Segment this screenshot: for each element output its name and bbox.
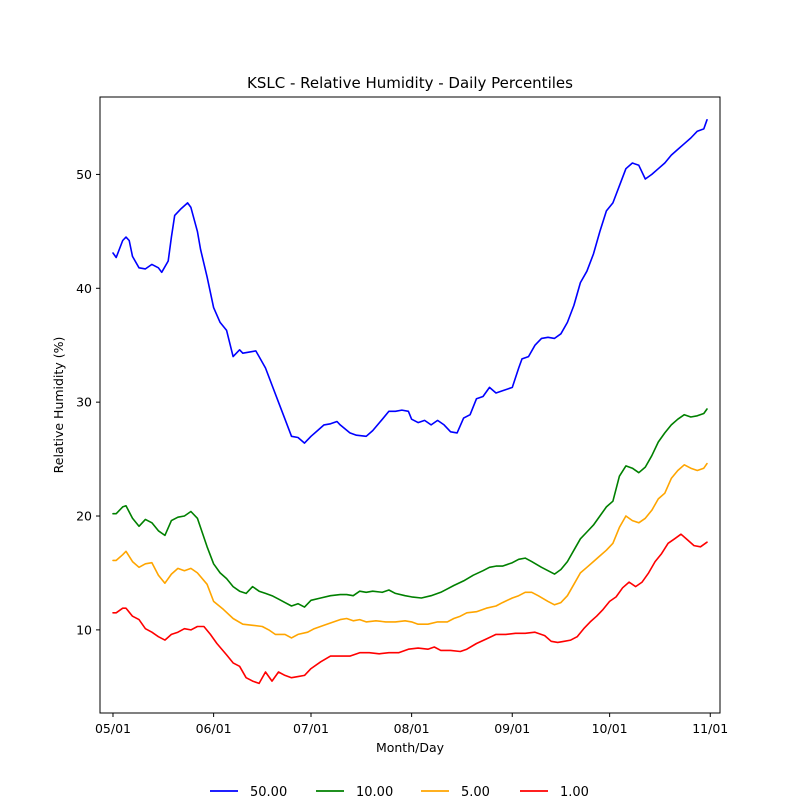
legend-label-3: 1.00 (560, 785, 589, 800)
y-tick-label: 20 (76, 509, 92, 524)
legend-label-2: 5.00 (461, 785, 490, 800)
series-line-3 (112, 533, 708, 685)
x-tick-label: 11/01 (692, 721, 728, 736)
x-axis-label: Month/Day (376, 740, 445, 755)
series-line-0 (112, 119, 708, 444)
series-line-2 (112, 462, 708, 639)
x-tick-label: 10/01 (592, 721, 628, 736)
y-axis-label: Relative Humidity (%) (51, 337, 66, 474)
y-tick-label: 30 (76, 395, 92, 410)
legend: 50.00 10.00 5.00 1.00 (210, 785, 589, 800)
y-axis-ticks: 10 20 30 40 50 (76, 167, 100, 637)
plot-frame (99, 96, 721, 714)
x-tick-label: 05/01 (95, 721, 131, 736)
legend-label-0: 50.00 (250, 785, 287, 800)
series-line-1 (112, 408, 708, 608)
y-tick-label: 10 (76, 622, 92, 637)
legend-label-1: 10.00 (356, 785, 393, 800)
x-tick-label: 07/01 (293, 721, 329, 736)
x-tick-label: 08/01 (394, 721, 430, 736)
y-tick-label: 50 (76, 167, 92, 182)
chart-title: KSLC - Relative Humidity - Daily Percent… (247, 74, 573, 92)
x-axis-ticks: 05/01 06/01 07/01 08/01 09/01 10/01 11/01 (95, 713, 728, 736)
x-tick-label: 06/01 (196, 721, 232, 736)
y-tick-label: 40 (76, 281, 92, 296)
plot-lines (112, 119, 708, 685)
x-tick-label: 09/01 (494, 721, 530, 736)
